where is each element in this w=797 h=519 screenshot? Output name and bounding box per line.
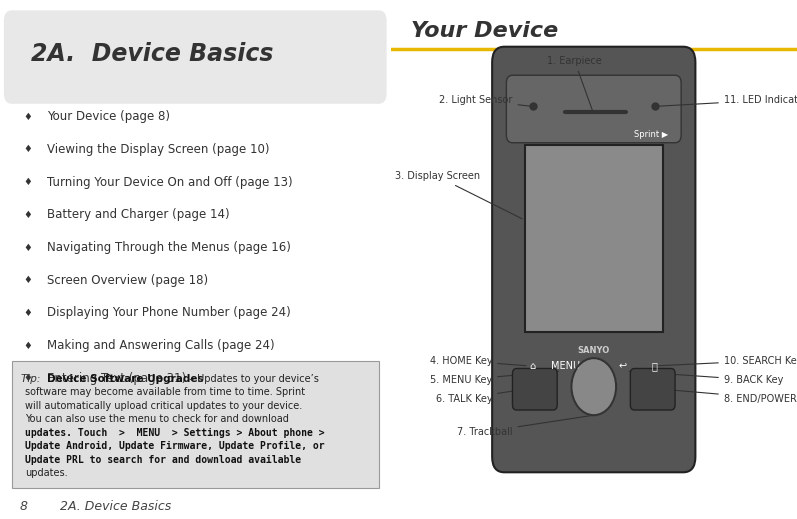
Circle shape xyxy=(571,358,616,415)
Text: Your Device: Your Device xyxy=(411,21,558,41)
Bar xyxy=(524,145,663,332)
Text: MENU: MENU xyxy=(551,361,580,371)
Text: Entering Text (page 31): Entering Text (page 31) xyxy=(47,372,186,385)
Text: ♦: ♦ xyxy=(23,242,32,253)
Text: updates.: updates. xyxy=(26,468,68,478)
Text: Tip:: Tip: xyxy=(22,374,44,384)
Text: Displaying Your Phone Number (page 24): Displaying Your Phone Number (page 24) xyxy=(47,306,291,320)
Text: Screen Overview (page 18): Screen Overview (page 18) xyxy=(47,274,208,287)
Text: ♦: ♦ xyxy=(23,373,32,384)
Text: Battery and Charger (page 14): Battery and Charger (page 14) xyxy=(47,208,230,222)
Text: ♦: ♦ xyxy=(23,308,32,318)
Text: 6. TALK Key: 6. TALK Key xyxy=(435,390,522,404)
Text: software may become available from time to time. Sprint: software may become available from time … xyxy=(26,387,305,397)
Text: ♦: ♦ xyxy=(23,210,32,220)
FancyBboxPatch shape xyxy=(492,47,695,472)
Text: updates. Touch  >  MENU  > Settings > About phone >: updates. Touch > MENU > Settings > About… xyxy=(26,428,325,438)
Text: 3. Display Screen: 3. Display Screen xyxy=(395,171,522,219)
Text: 1. Earpiece: 1. Earpiece xyxy=(548,56,602,112)
Text: – Updates to your device’s: – Updates to your device’s xyxy=(186,374,318,384)
Text: Navigating Through the Menus (page 16): Navigating Through the Menus (page 16) xyxy=(47,241,291,254)
Text: Update Android, Update Firmware, Update Profile, or: Update Android, Update Firmware, Update … xyxy=(26,441,325,451)
Text: 🔍: 🔍 xyxy=(652,361,658,371)
Text: ♦: ♦ xyxy=(23,144,32,155)
Text: 9. BACK Key: 9. BACK Key xyxy=(629,371,783,385)
Text: 4. HOME Key: 4. HOME Key xyxy=(430,356,526,366)
Text: 11. LED Indicator: 11. LED Indicator xyxy=(658,95,797,106)
Text: will automatically upload critical updates to your device.: will automatically upload critical updat… xyxy=(26,401,303,411)
Text: ♦: ♦ xyxy=(23,275,32,285)
Text: Your Device (page 8): Your Device (page 8) xyxy=(47,110,170,124)
Text: 2. Light Sensor: 2. Light Sensor xyxy=(439,95,530,106)
Text: 2A.  Device Basics: 2A. Device Basics xyxy=(31,43,273,66)
Text: Viewing the Display Screen (page 10): Viewing the Display Screen (page 10) xyxy=(47,143,269,156)
Text: Making and Answering Calls (page 24): Making and Answering Calls (page 24) xyxy=(47,339,274,352)
Text: ♦: ♦ xyxy=(23,112,32,122)
FancyBboxPatch shape xyxy=(12,361,379,488)
Text: ⌂: ⌂ xyxy=(530,361,536,371)
Text: 5. MENU Key: 5. MENU Key xyxy=(430,371,559,385)
Text: 8        2A. Device Basics: 8 2A. Device Basics xyxy=(19,499,171,513)
Text: Device Software Upgrades: Device Software Upgrades xyxy=(47,374,203,384)
Text: ↩: ↩ xyxy=(618,361,626,371)
Text: ♦: ♦ xyxy=(23,177,32,187)
Text: 10. SEARCH Key: 10. SEARCH Key xyxy=(658,356,797,366)
Text: Sprint ▶: Sprint ▶ xyxy=(634,130,669,140)
Text: ♦: ♦ xyxy=(23,340,32,351)
Text: 7. Trackball: 7. Trackball xyxy=(457,416,591,437)
Text: You can also use the menu to check for and download: You can also use the menu to check for a… xyxy=(26,414,289,424)
FancyBboxPatch shape xyxy=(506,75,681,143)
FancyBboxPatch shape xyxy=(4,10,387,104)
Text: Update PRL to search for and download available: Update PRL to search for and download av… xyxy=(26,455,301,465)
Text: Turning Your Device On and Off (page 13): Turning Your Device On and Off (page 13) xyxy=(47,175,292,189)
Text: SANYO: SANYO xyxy=(578,346,610,355)
FancyBboxPatch shape xyxy=(630,368,675,410)
FancyBboxPatch shape xyxy=(512,368,557,410)
Text: 8. END/POWER Key: 8. END/POWER Key xyxy=(665,389,797,404)
